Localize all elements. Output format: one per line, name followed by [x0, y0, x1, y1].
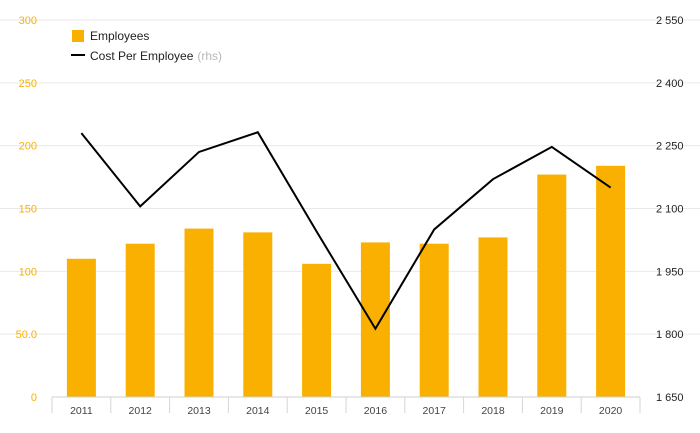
cost-per-employee-line	[80, 131, 612, 331]
employees-bars	[66, 165, 626, 397]
x-tick-label-2016: 2016	[364, 405, 388, 417]
bar-employees-2016	[360, 242, 390, 397]
y-right-tick-label: 2 550	[656, 15, 684, 27]
bar-employees-2013	[184, 228, 214, 397]
x-tick-label-2013: 2013	[187, 405, 211, 417]
x-tick-label-2015: 2015	[305, 405, 329, 417]
axes: 0 50.0 100 150 200 250 300 1 650 1 800 1 950 2 100…	[16, 15, 684, 417]
bar-employees-2012	[125, 243, 155, 397]
y-left-tick-label: 100	[19, 266, 37, 278]
y-right-tick-label: 2 400	[656, 78, 684, 90]
y-right-tick-label: 2 250	[656, 141, 684, 153]
x-tick-label-2018: 2018	[481, 405, 505, 417]
gridlines	[0, 19, 700, 335]
legend-swatch-employees	[72, 30, 84, 42]
y-left-tick-label: 150	[19, 204, 37, 216]
bar-employees-2015	[302, 263, 332, 397]
y-right-tick-label: 1 650	[656, 392, 684, 404]
bar-employees-2011	[66, 258, 96, 397]
legend-label-rhs-suffix: (rhs)	[197, 49, 222, 63]
y-right-tick-label: 1 950	[656, 266, 684, 278]
bar-employees-2019	[537, 174, 567, 397]
bar-employees-2020	[596, 165, 626, 397]
y-left-tick-label: 50.0	[16, 329, 37, 341]
bar-employees-2018	[478, 237, 508, 397]
x-tick-label-2020: 2020	[599, 405, 623, 417]
x-tick-label-2012: 2012	[129, 405, 153, 417]
legend-label-cost-per-employee-name: Cost Per Employee	[90, 49, 194, 63]
x-tick-label-2017: 2017	[423, 405, 447, 417]
y-left-tick-label: 200	[19, 141, 37, 153]
y-right-tick-label: 1 800	[656, 329, 684, 341]
bar-employees-2014	[243, 232, 273, 397]
legend: Employees Cost Per Employee (rhs)	[71, 29, 222, 63]
x-tick-label-2014: 2014	[246, 405, 270, 417]
line-cost-per-employee	[80, 131, 612, 331]
y-right-tick-label: 2 100	[656, 204, 684, 216]
y-left-tick-label: 0	[31, 392, 37, 404]
x-tick-label-2019: 2019	[540, 405, 564, 417]
y-left-tick-label: 300	[19, 15, 37, 27]
x-tick-label-2011: 2011	[70, 405, 93, 417]
bar-employees-2017	[419, 243, 449, 397]
legend-label-cost-per-employee: Cost Per Employee (rhs)	[90, 49, 222, 63]
y-left-tick-label: 250	[19, 78, 37, 90]
legend-label-employees: Employees	[90, 29, 149, 43]
